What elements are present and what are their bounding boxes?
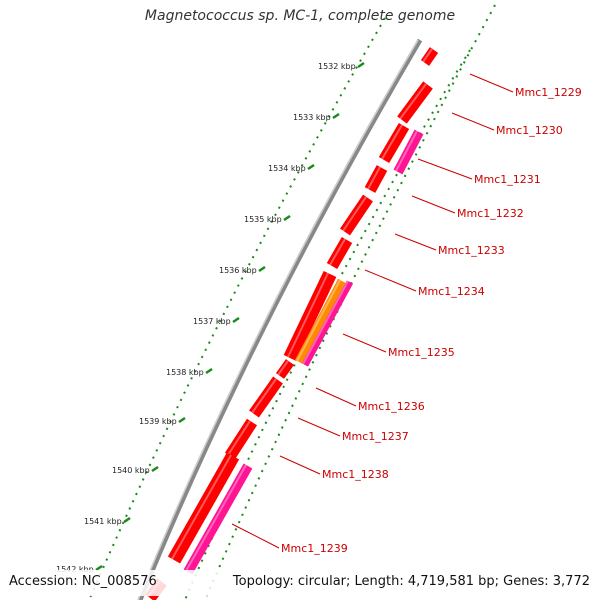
gene-label[interactable]: Mmc1_1237: [342, 430, 409, 443]
gene-arrow[interactable]: [340, 194, 373, 236]
gene-arrow-highlight: [395, 130, 418, 172]
kbp-tick-label: 1539 kbp: [139, 417, 177, 426]
kbp-tick-mark: [151, 465, 159, 473]
gene-label[interactable]: Mmc1_1233: [438, 244, 505, 257]
gene-arrow[interactable]: [378, 122, 410, 164]
kbp-tick-label: 1536 kbp: [219, 266, 257, 275]
topology-text: Topology: circular; Length: 4,719,581 bp…: [232, 574, 590, 589]
genome-backbone-highlight: [137, 39, 419, 600]
gene-arrow[interactable]: [393, 129, 424, 175]
accession-text: Accession: NC_008576: [9, 574, 157, 589]
gene-leader-line: [411, 195, 456, 214]
gene-arrow[interactable]: [224, 418, 258, 460]
gene-label[interactable]: Mmc1_1235: [388, 346, 455, 359]
gene-arrow-highlight: [185, 464, 247, 572]
inner-tick-ring-2: [204, 4, 496, 600]
gene-arrow[interactable]: [326, 237, 353, 269]
gene-leader-line: [279, 455, 321, 475]
kbp-tick-mark: [205, 367, 213, 375]
gene-arrow-highlight: [302, 280, 349, 365]
gene-arrow[interactable]: [301, 280, 354, 367]
gene-leader-line: [315, 387, 357, 407]
footer-background: [0, 570, 600, 596]
gene-leader-line: [342, 333, 387, 353]
kbp-tick-label: 1533 kbp: [293, 113, 331, 122]
gene-label[interactable]: Mmc1_1234: [418, 285, 485, 298]
gene-label[interactable]: Mmc1_1238: [322, 468, 389, 481]
gene-leader-line: [231, 523, 280, 549]
gene-arrow-highlight: [251, 378, 277, 414]
gene-arrow-highlight: [227, 420, 251, 456]
gene-arrow-highlight: [367, 166, 381, 190]
gene-arrow-highlight: [171, 454, 232, 560]
gene-arrow-highlight: [422, 48, 433, 63]
gene-arrow-highlight: [296, 279, 341, 362]
kbp-tick-mark: [307, 163, 315, 171]
kbp-tick-label: 1537 kbp: [193, 317, 231, 326]
gene-features: [145, 47, 439, 600]
gene-arrow[interactable]: [249, 376, 283, 418]
kbp-tick-label: 1541 kbp: [84, 517, 122, 526]
kbp-tick-mark: [283, 214, 291, 222]
gene-leader-line: [394, 233, 437, 251]
gene-label[interactable]: Mmc1_1231: [474, 173, 541, 186]
gene-arrow-highlight: [287, 272, 329, 358]
gene-leader-line: [417, 158, 473, 180]
gene-leader-line: [364, 269, 417, 292]
kbp-tick-label: 1538 kbp: [166, 368, 204, 377]
kbp-tick-label: 1534 kbp: [268, 164, 306, 173]
gene-leader-line: [297, 417, 341, 437]
gene-label[interactable]: Mmc1_1230: [496, 124, 563, 137]
gene-arrow[interactable]: [275, 359, 295, 379]
gene-arrow-highlight: [277, 360, 289, 376]
outer-tick-ring: [89, 17, 386, 599]
map-title: Magnetococcus sp. MC-1, complete genome: [144, 8, 456, 24]
kbp-tick-mark: [258, 265, 266, 273]
kbp-tick-mark: [178, 416, 186, 424]
kbp-tick-label: 1540 kbp: [112, 466, 150, 475]
gene-arrow-highlight: [342, 196, 367, 232]
genome-backbone: [137, 38, 423, 600]
gene-arrow-highlight: [381, 124, 403, 160]
gene-arrow[interactable]: [283, 270, 337, 362]
kbp-tick-mark: [123, 516, 131, 524]
kbp-tick-label: 1535 kbp: [244, 215, 282, 224]
gene-arrow[interactable]: [295, 278, 346, 365]
gene-label[interactable]: Mmc1_1229: [515, 86, 582, 99]
kbp-tick-labels: 1532 kbp 1533 kbp 1534 kbp 1535 kbp 1536 kbp…: [56, 61, 365, 574]
gene-label[interactable]: Mmc1_1236: [358, 400, 425, 413]
gene-arrow[interactable]: [364, 165, 388, 193]
gene-label[interactable]: Mmc1_1239: [281, 542, 348, 555]
gene-arrow-highlight: [329, 238, 346, 266]
gene-arrow[interactable]: [183, 463, 253, 575]
gene-leader-line: [451, 112, 495, 131]
gene-leader-line: [469, 73, 514, 93]
kbp-tick-mark: [357, 61, 365, 69]
kbp-tick-mark: [332, 112, 340, 120]
gene-label[interactable]: Mmc1_1232: [457, 207, 524, 220]
kbp-tick-label: 1542 kbp: [56, 565, 94, 574]
gene-arrow[interactable]: [167, 452, 240, 564]
kbp-tick-mark: [95, 564, 103, 572]
kbp-tick-label: 1532 kbp: [318, 62, 356, 71]
kbp-tick-mark: [232, 316, 240, 324]
gene-label-group: Mmc1_1229 Mmc1_1230 Mmc1_1231 Mmc1_1232 Mmc1…: [231, 73, 582, 555]
gene-arrow[interactable]: [397, 81, 433, 124]
gene-arrow-highlight: [399, 83, 427, 120]
gene-arrow[interactable]: [420, 47, 439, 66]
